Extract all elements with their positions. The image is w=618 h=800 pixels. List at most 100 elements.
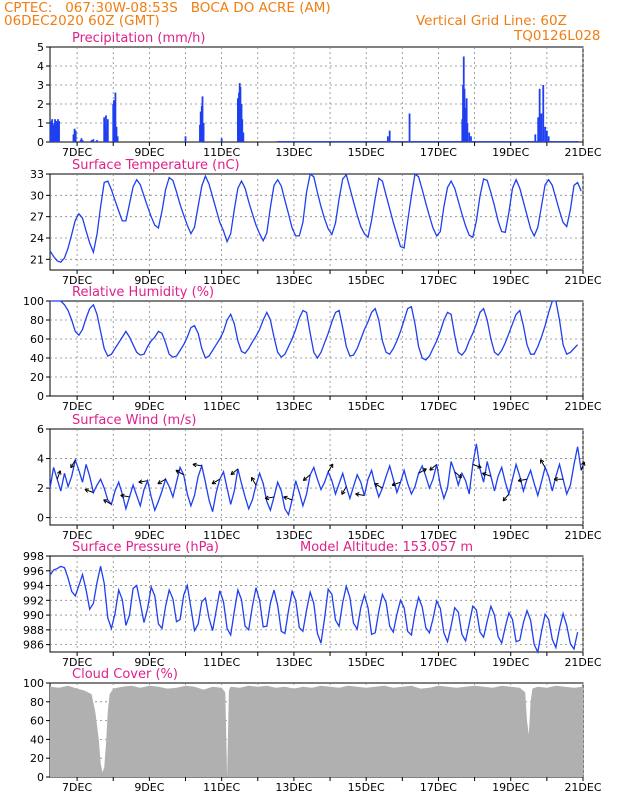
precip-bar bbox=[73, 128, 76, 142]
precip-bar bbox=[518, 141, 521, 142]
temp-ytick-label: 27 bbox=[30, 211, 44, 224]
precip-bar bbox=[305, 141, 308, 142]
wind-arrow bbox=[56, 470, 61, 480]
precip-bar bbox=[567, 141, 570, 142]
precip-bar bbox=[484, 141, 487, 142]
precip-bar bbox=[291, 141, 294, 142]
temp-xtick-label: 13DEC bbox=[275, 274, 312, 287]
precip-bar bbox=[466, 123, 469, 142]
rh-xtick-label: 11DEC bbox=[203, 400, 240, 413]
wind-arrow-head bbox=[540, 459, 545, 464]
wind-arrow bbox=[341, 486, 347, 495]
precip-bar bbox=[569, 141, 572, 142]
precip-bar bbox=[74, 130, 77, 142]
wind-arrow bbox=[472, 463, 482, 468]
precip-bar bbox=[316, 141, 319, 142]
precip-bar bbox=[296, 141, 299, 142]
precip-bar bbox=[545, 130, 548, 142]
wind-arrow-head bbox=[580, 461, 586, 466]
precip-bar bbox=[489, 141, 492, 142]
precip-bar bbox=[368, 141, 371, 142]
precip-bar bbox=[184, 136, 187, 142]
precip-xtick-label: 19DEC bbox=[492, 146, 529, 159]
precip-frame bbox=[49, 46, 584, 143]
precip-bar bbox=[58, 121, 60, 142]
precip-bar bbox=[302, 141, 304, 142]
pressure-xtick-label: 7DEC bbox=[62, 656, 92, 669]
grid-line-label: Vertical Grid Line: 60Z bbox=[416, 13, 567, 29]
precip-bar bbox=[468, 132, 471, 142]
precip-bar bbox=[370, 141, 373, 142]
precip-bar bbox=[72, 134, 75, 142]
precip-bar bbox=[309, 141, 312, 142]
precip-bar bbox=[396, 141, 398, 142]
precip-bar bbox=[278, 141, 281, 142]
rh-xtick-label: 17DEC bbox=[420, 400, 457, 413]
precip-ytick-label: 5 bbox=[37, 41, 44, 54]
wind-xtick-label: 17DEC bbox=[420, 529, 457, 542]
precip-bar bbox=[565, 141, 568, 142]
temp-ytick-label: 24 bbox=[30, 232, 44, 245]
temp-xtick-label: 17DEC bbox=[420, 274, 457, 287]
precip-bar bbox=[57, 119, 59, 142]
rh-frame bbox=[49, 300, 584, 397]
wind-arrow-head bbox=[429, 466, 434, 471]
precip-bar bbox=[332, 141, 335, 142]
wind-arrow bbox=[103, 499, 112, 505]
wind-arrow-head bbox=[157, 480, 162, 485]
wind-arrow bbox=[540, 459, 546, 468]
precip-bar bbox=[385, 141, 387, 142]
rh-xtick-label: 19DEC bbox=[492, 400, 529, 413]
wind-arrow bbox=[429, 464, 437, 471]
precip-bar bbox=[544, 126, 546, 142]
precip-bar bbox=[341, 141, 344, 142]
cloud-ytick-label: 40 bbox=[30, 733, 44, 746]
rh-xtick-label: 9DEC bbox=[134, 400, 164, 413]
wind-arrow bbox=[518, 478, 528, 482]
temp-ytick-label: 30 bbox=[30, 189, 44, 202]
pressure-ytick-label: 992 bbox=[23, 594, 44, 607]
precip-bar bbox=[554, 141, 557, 142]
precip-bar bbox=[417, 141, 420, 142]
wind-arrow bbox=[327, 463, 334, 473]
precip-bar bbox=[442, 141, 445, 142]
wind-arrow bbox=[251, 477, 257, 486]
wind-arrow-head bbox=[341, 490, 346, 495]
wind-xtick-label: 9DEC bbox=[134, 529, 164, 542]
precip-bar bbox=[381, 141, 384, 142]
precip-bar bbox=[363, 141, 366, 142]
precip-bar bbox=[199, 111, 202, 142]
wind-arrow-head bbox=[302, 476, 308, 482]
precip-bar bbox=[338, 141, 340, 142]
precip-bar bbox=[493, 141, 496, 142]
precip-bar bbox=[538, 88, 541, 142]
wind-arrow bbox=[230, 468, 239, 476]
wind-arrow-head bbox=[329, 463, 334, 469]
precip-bar bbox=[498, 141, 501, 142]
wind-arrow-head bbox=[477, 464, 482, 469]
rh-line bbox=[50, 300, 579, 361]
wind-arrow-head bbox=[56, 470, 62, 475]
precip-bar bbox=[428, 141, 431, 142]
precip-bar bbox=[511, 141, 514, 142]
pressure-xtick-label: 21DEC bbox=[564, 656, 601, 669]
wind-arrow-head bbox=[482, 472, 487, 477]
precip-bar bbox=[339, 141, 342, 142]
precip-bar bbox=[465, 98, 468, 142]
precip-bar bbox=[414, 141, 416, 142]
precip-bar bbox=[321, 141, 324, 142]
precip-bar bbox=[446, 141, 449, 142]
wind-arrow bbox=[302, 474, 311, 481]
precip-ytick-label: 3 bbox=[37, 79, 44, 92]
wind-arrow-head bbox=[138, 479, 143, 485]
precip-bar bbox=[421, 141, 424, 142]
precip-bar bbox=[573, 141, 575, 142]
wind-arrow bbox=[482, 472, 492, 477]
wind-arrow-head bbox=[103, 499, 108, 504]
precip-bar bbox=[517, 141, 519, 142]
precip-bar bbox=[354, 141, 357, 142]
precip-bar bbox=[564, 141, 566, 142]
rh-ytick-label: 60 bbox=[30, 333, 44, 346]
pressure-xtick-label: 9DEC bbox=[134, 656, 164, 669]
precip-bar bbox=[303, 141, 306, 142]
